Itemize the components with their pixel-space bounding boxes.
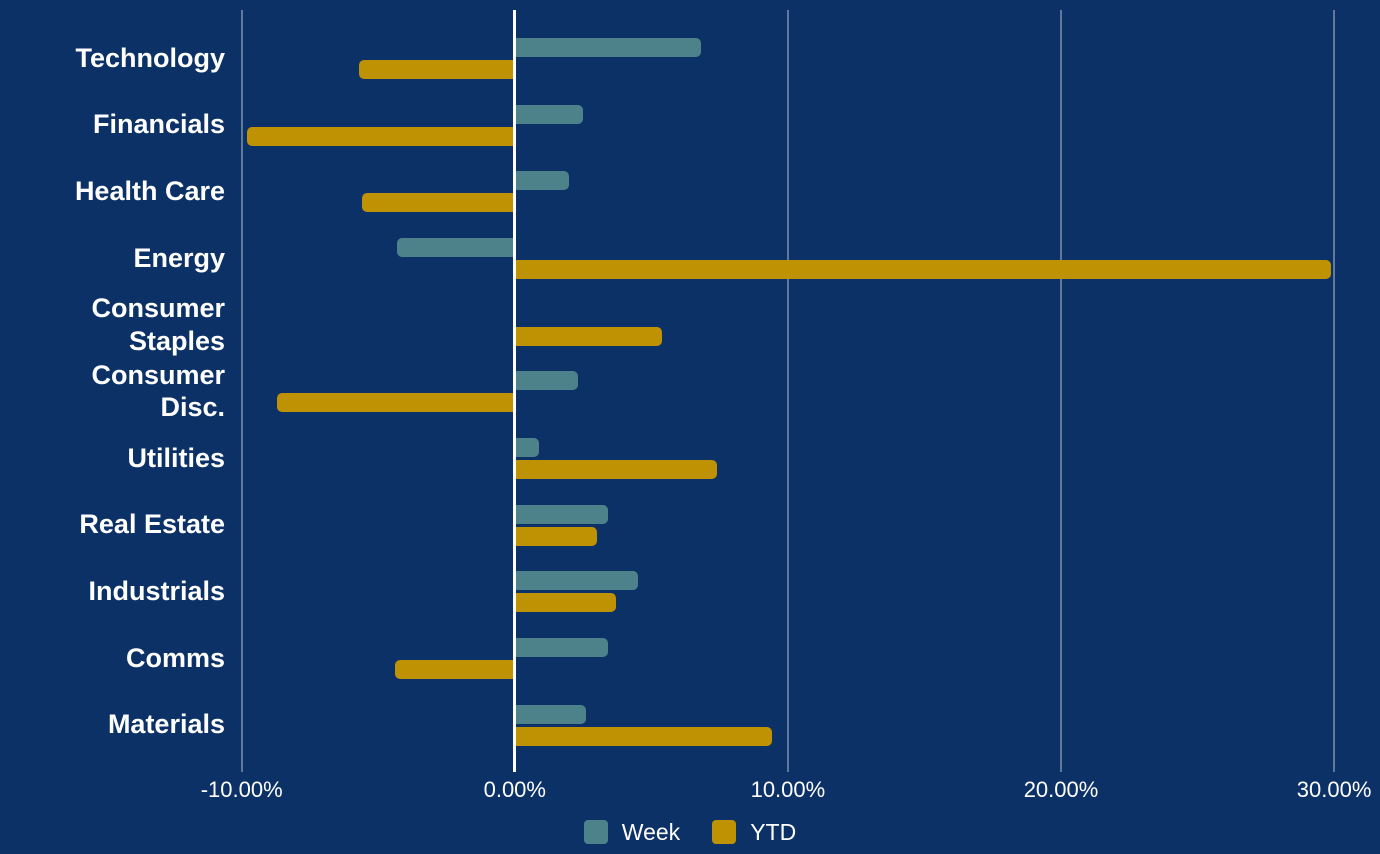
category-label: Consumer Disc.	[91, 359, 225, 423]
x-tick-label: -10.00%	[200, 777, 283, 802]
gridline-20pct	[1060, 10, 1062, 772]
zero-axis-line	[513, 10, 517, 772]
legend: Week YTD	[0, 817, 1380, 847]
bar-ytd-technology	[359, 60, 515, 79]
bar-ytd-health-care	[361, 193, 515, 213]
legend-item-ytd[interactable]: YTD	[712, 819, 796, 846]
bar-week-comms	[514, 637, 608, 657]
category-label: Energy	[133, 242, 225, 273]
legend-label-ytd: YTD	[750, 818, 797, 845]
bar-week-consumer-disc	[514, 371, 578, 391]
category-label: Health Care	[74, 176, 225, 207]
x-tick-label: 30.00%	[1296, 777, 1372, 802]
category-label: Utilities	[127, 442, 225, 473]
ytd-legend-swatch-icon	[712, 820, 737, 844]
bar-week-industrials	[514, 571, 638, 591]
bar-ytd-consumer-disc	[277, 393, 515, 413]
bar-ytd-financials	[247, 126, 515, 146]
x-tick-label: 0.00%	[483, 777, 546, 802]
week-legend-swatch-icon	[583, 820, 608, 844]
legend-label-week: Week	[621, 818, 681, 845]
bar-week-real-estate	[514, 504, 608, 524]
bar-week-health-care	[514, 171, 570, 191]
gridline-30pct	[1333, 10, 1336, 772]
category-label: Comms	[125, 642, 225, 673]
bar-ytd-energy	[514, 259, 1332, 279]
category-label: Financials	[92, 109, 225, 140]
category-label: Industrials	[88, 575, 225, 606]
bar-ytd-utilities	[514, 459, 717, 479]
bar-ytd-real-estate	[514, 526, 597, 546]
x-tick-label: 20.00%	[1023, 777, 1099, 802]
bar-week-materials	[514, 704, 586, 724]
bar-ytd-materials	[514, 726, 772, 746]
gridline--10pct	[240, 10, 243, 772]
legend-item-week[interactable]: Week	[583, 818, 681, 846]
bar-week-technology	[514, 38, 701, 57]
bar-ytd-comms	[394, 659, 515, 679]
bar-ytd-consumer-staples	[514, 326, 663, 346]
bar-week-financials	[514, 104, 584, 124]
bar-ytd-industrials	[514, 593, 616, 613]
x-tick-label: 10.00%	[750, 777, 826, 802]
category-label: Materials	[107, 709, 225, 740]
category-label: Technology	[75, 42, 225, 73]
bar-week-energy	[397, 237, 515, 257]
gridline-10pct	[786, 10, 789, 772]
bar-week-utilities	[514, 437, 540, 457]
category-label: Real Estate	[79, 509, 225, 540]
category-label: Consumer Staples	[91, 293, 225, 356]
